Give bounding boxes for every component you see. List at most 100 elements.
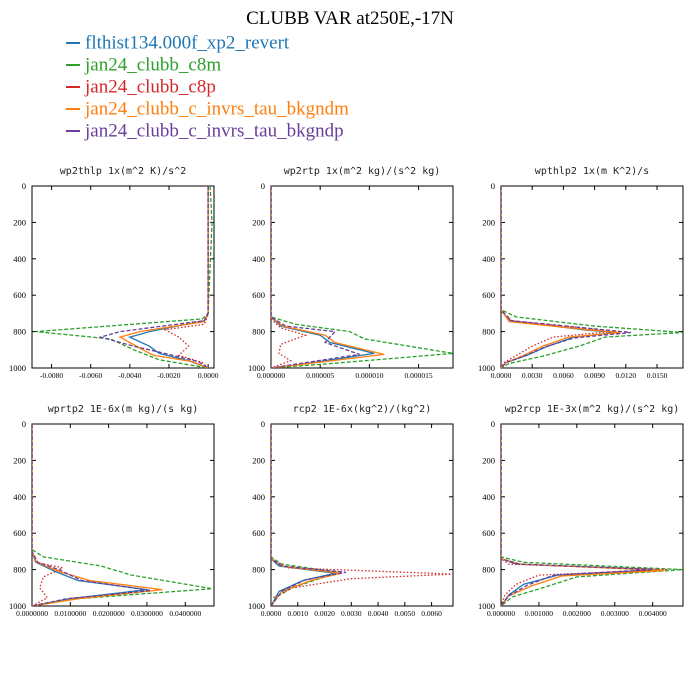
legend-swatch — [66, 41, 80, 44]
chart-panel: wprtp2 1E-6x(m kg)/(s kg) 0 200 400 600 800 10… — [9, 404, 215, 618]
legend-label: jan24_clubb_c_invrs_tau_bkgndp — [85, 120, 344, 142]
y-tick-label: 600 — [482, 528, 495, 538]
x-tick-label: 0.0300000 — [131, 609, 163, 618]
chart-title: wp2rcp 1E-3x(m^2 kg)/(s^2 kg) — [505, 404, 680, 415]
series-line — [32, 424, 151, 606]
x-tick-label: 0.0060 — [553, 371, 574, 380]
series-line — [118, 186, 209, 368]
y-tick-label: 0 — [261, 419, 265, 429]
x-tick-label: 0.003000 — [601, 609, 629, 618]
series-line — [271, 186, 453, 368]
series-line — [271, 424, 339, 606]
series-line — [32, 424, 163, 606]
x-tick-label: 0.0050 — [395, 609, 416, 618]
y-tick-label: 400 — [13, 492, 26, 502]
x-tick-label: 0.000000 — [487, 609, 515, 618]
legend-item: jan24_clubb_c8m — [66, 54, 349, 76]
series-line — [163, 186, 209, 368]
legend-label: flthist134.000f_xp2_revert — [85, 32, 290, 54]
y-tick-label: 800 — [252, 565, 265, 575]
figure-title: CLUBB VAR at250E,-17N — [246, 8, 454, 29]
legend-item: flthist134.000f_xp2_revert — [66, 32, 349, 54]
x-tick-label: 0.0400000 — [169, 609, 201, 618]
series-line — [32, 424, 65, 606]
x-tick-label: -0.0020 — [157, 371, 180, 380]
series-line — [35, 186, 213, 368]
legend-swatch — [66, 129, 80, 132]
legend-item: jan24_clubb_c_invrs_tau_bkgndp — [66, 120, 349, 142]
y-tick-label: 400 — [252, 254, 265, 264]
x-tick-label: 0.000000 — [257, 371, 285, 380]
x-tick-label: 0.0100000 — [54, 609, 86, 618]
series-line — [127, 186, 209, 368]
y-tick-label: 0 — [22, 181, 26, 191]
y-tick-label: 1000 — [248, 601, 265, 611]
series-line — [32, 424, 213, 606]
x-tick-label: 0.001000 — [525, 609, 553, 618]
y-tick-label: 600 — [13, 290, 26, 300]
chart-panel: wp2thlp 1x(m^2 K)/s^2 0 200 400 600 800 1000 -0… — [9, 166, 219, 380]
y-tick-label: 200 — [482, 455, 495, 465]
series-line — [98, 186, 209, 368]
y-tick-label: 200 — [252, 217, 265, 227]
legend-label: jan24_clubb_c8p — [85, 76, 216, 98]
y-tick-label: 1000 — [9, 601, 26, 611]
y-tick-label: 400 — [482, 492, 495, 502]
legend-swatch — [66, 107, 80, 110]
series-line — [501, 186, 632, 368]
y-tick-label: 200 — [252, 455, 265, 465]
legend-label: jan24_clubb_c8m — [85, 54, 222, 76]
y-tick-label: 800 — [482, 565, 495, 575]
series-line — [501, 186, 611, 368]
series-line — [271, 424, 341, 606]
series-line — [271, 424, 347, 606]
legend: flthist134.000f_xp2_revert jan24_clubb_c8… — [66, 32, 349, 142]
y-tick-label: 400 — [252, 492, 265, 502]
chart-panel: wp2rcp 1E-3x(m^2 kg)/(s^2 kg) 0 200 400 600 8… — [478, 404, 684, 618]
x-tick-label: -0.0060 — [79, 371, 102, 380]
series-line — [501, 424, 668, 606]
x-tick-label: -0.0080 — [40, 371, 63, 380]
x-tick-label: 0.0000 — [198, 371, 219, 380]
y-tick-label: 400 — [13, 254, 26, 264]
legend-item: jan24_clubb_c_invrs_tau_bkgndm — [66, 98, 349, 120]
x-tick-label: 0.0200000 — [93, 609, 125, 618]
series-line — [271, 424, 336, 606]
x-tick-label: 0.0020 — [314, 609, 335, 618]
x-tick-label: -0.0040 — [118, 371, 141, 380]
x-tick-label: 0.0000000 — [16, 609, 48, 618]
series-line — [501, 424, 653, 606]
x-tick-label: 0.002000 — [563, 609, 591, 618]
y-tick-label: 200 — [13, 217, 26, 227]
y-tick-label: 600 — [13, 528, 26, 538]
series-line — [271, 186, 360, 368]
y-tick-label: 0 — [261, 181, 265, 191]
chart-title: wp2thlp 1x(m^2 K)/s^2 — [60, 166, 186, 177]
y-tick-label: 600 — [482, 290, 495, 300]
x-tick-label: 0.0000 — [491, 371, 512, 380]
series-line — [501, 424, 661, 606]
x-tick-label: 0.0030 — [522, 371, 543, 380]
chart-title: rcp2 1E-6x(kg^2)/(kg^2) — [293, 404, 431, 415]
x-tick-label: 0.000015 — [405, 371, 433, 380]
x-tick-label: 0.0090 — [584, 371, 605, 380]
y-tick-label: 0 — [22, 419, 26, 429]
chart-panel: rcp2 1E-6x(kg^2)/(kg^2) 0 200 400 600 800 1000… — [248, 404, 454, 618]
legend-label: jan24_clubb_c_invrs_tau_bkgndm — [85, 98, 349, 120]
y-tick-label: 600 — [252, 528, 265, 538]
y-tick-label: 800 — [13, 565, 26, 575]
x-tick-label: 0.0010 — [287, 609, 308, 618]
x-tick-label: 0.0120 — [615, 371, 636, 380]
x-tick-label: 0.000010 — [355, 371, 383, 380]
series-line — [501, 424, 665, 606]
y-tick-label: 200 — [13, 455, 26, 465]
series-line — [271, 186, 375, 368]
x-tick-label: 0.004000 — [639, 609, 667, 618]
y-tick-label: 1000 — [478, 363, 495, 373]
y-tick-label: 800 — [13, 327, 26, 337]
y-tick-label: 800 — [252, 327, 265, 337]
legend-swatch — [66, 85, 80, 88]
x-tick-label: 0.0040 — [368, 609, 389, 618]
